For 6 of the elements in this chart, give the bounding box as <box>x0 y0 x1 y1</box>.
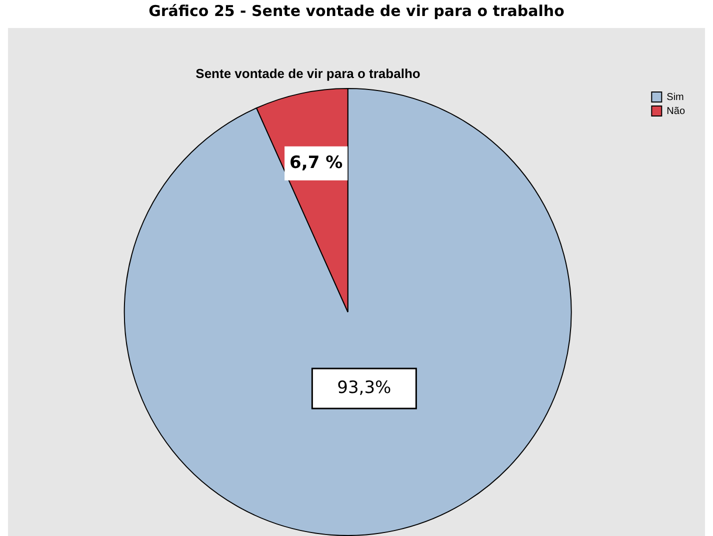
chart-title: Gráfico 25 - Sente vontade de vir para o trabalho <box>148 2 566 20</box>
data-label: 6,7 % <box>290 152 343 173</box>
data-label: 93,3% <box>337 378 392 398</box>
legend-label: Não <box>666 106 686 117</box>
chart-subtitle: Sente vontade de vir para o trabalho <box>194 66 422 81</box>
legend-label: Sim <box>666 92 684 103</box>
